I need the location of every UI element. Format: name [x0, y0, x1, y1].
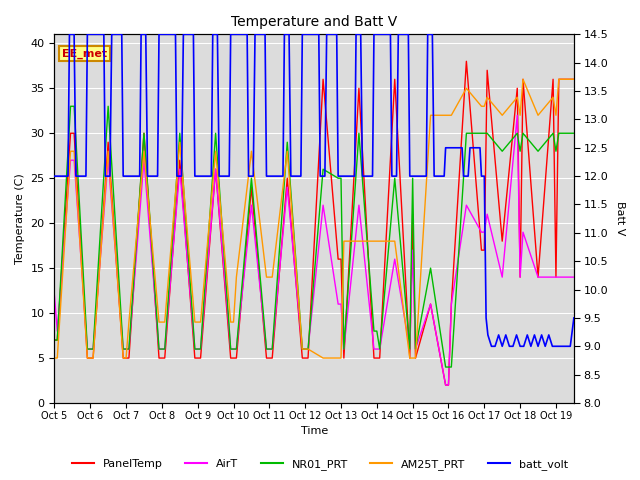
X-axis label: Time: Time — [301, 426, 328, 436]
Title: Temperature and Batt V: Temperature and Batt V — [231, 15, 397, 29]
Y-axis label: Batt V: Batt V — [615, 202, 625, 236]
Y-axis label: Temperature (C): Temperature (C) — [15, 173, 25, 264]
Text: EE_met: EE_met — [62, 48, 108, 59]
Legend: PanelTemp, AirT, NR01_PRT, AM25T_PRT, batt_volt: PanelTemp, AirT, NR01_PRT, AM25T_PRT, ba… — [68, 455, 572, 474]
